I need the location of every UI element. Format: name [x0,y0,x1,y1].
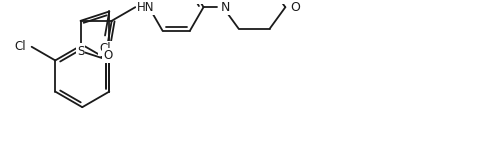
Text: O: O [290,1,300,14]
Text: N: N [221,1,230,14]
Text: Cl: Cl [99,42,111,55]
Text: O: O [103,49,113,62]
Text: Cl: Cl [14,40,26,53]
Text: HN: HN [137,1,155,14]
Text: S: S [77,45,84,58]
